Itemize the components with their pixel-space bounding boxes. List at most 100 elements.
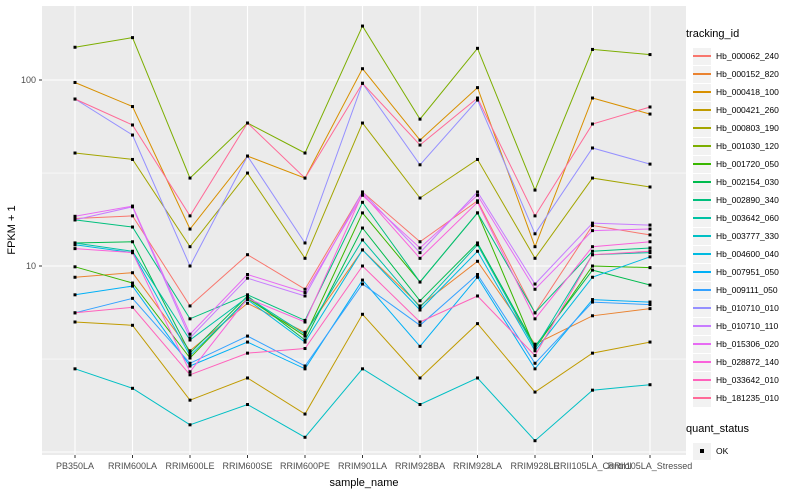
data-point bbox=[591, 146, 594, 150]
data-point bbox=[533, 347, 537, 351]
data-point bbox=[188, 361, 192, 365]
data-point bbox=[591, 229, 594, 233]
data-point bbox=[361, 367, 364, 371]
data-point bbox=[648, 249, 652, 253]
data-point bbox=[303, 151, 307, 155]
data-point bbox=[591, 351, 594, 355]
data-point bbox=[533, 317, 537, 321]
data-point bbox=[131, 251, 134, 255]
data-point bbox=[303, 320, 307, 324]
data-point bbox=[303, 340, 307, 344]
data-point bbox=[303, 332, 307, 336]
data-point bbox=[73, 320, 77, 324]
legend-entry-label: Hb_028872_140 bbox=[716, 357, 779, 367]
data-point bbox=[476, 96, 479, 100]
data-point bbox=[303, 412, 307, 416]
series-color-line-icon bbox=[693, 217, 711, 219]
data-point bbox=[361, 81, 364, 85]
data-point bbox=[648, 223, 652, 227]
legend-entry-Hb_015306_020: Hb_015306_020 bbox=[684, 335, 799, 353]
legend-title-tracking-id: tracking_id bbox=[686, 28, 740, 40]
legend-entry-Hb_181235_010: Hb_181235_010 bbox=[684, 389, 799, 407]
data-point bbox=[476, 249, 479, 253]
data-point bbox=[303, 347, 307, 351]
data-point bbox=[648, 300, 652, 304]
legend-entry-label: Hb_009111_050 bbox=[716, 285, 778, 295]
data-point bbox=[303, 241, 307, 245]
data-point bbox=[361, 121, 364, 125]
legend-entry-label: Hb_033642_010 bbox=[716, 375, 779, 385]
series-color-line-icon bbox=[693, 109, 711, 111]
legend-entry-Hb_000152_820: Hb_000152_820 bbox=[684, 65, 799, 83]
data-point bbox=[361, 238, 364, 242]
data-point bbox=[188, 349, 192, 353]
legend-entry-Hb_010710_010: Hb_010710_010 bbox=[684, 299, 799, 317]
legend-entry-Hb_000803_190: Hb_000803_190 bbox=[684, 119, 799, 137]
legend-entry-label: Hb_000421_260 bbox=[716, 105, 779, 115]
data-point bbox=[418, 251, 422, 255]
data-point bbox=[648, 307, 652, 311]
data-point bbox=[188, 356, 192, 360]
data-point bbox=[418, 163, 422, 167]
data-point bbox=[591, 275, 594, 279]
legend-entry-ok: OK bbox=[684, 442, 799, 460]
legend-entry-label: Hb_000803_190 bbox=[716, 123, 779, 133]
data-point bbox=[476, 273, 479, 277]
series-color-line-icon bbox=[693, 397, 711, 399]
data-point bbox=[361, 278, 364, 282]
legend-entry-label: Hb_000418_100 bbox=[716, 87, 779, 97]
legend-entry-Hb_001720_050: Hb_001720_050 bbox=[684, 155, 799, 173]
data-point bbox=[476, 200, 479, 204]
data-point bbox=[131, 214, 134, 218]
data-point bbox=[361, 226, 364, 230]
data-point bbox=[246, 253, 249, 257]
series-color-line-icon bbox=[693, 343, 711, 345]
legend-entry-Hb_001030_120: Hb_001030_120 bbox=[684, 137, 799, 155]
legend-entry-Hb_003777_330: Hb_003777_330 bbox=[684, 227, 799, 245]
data-point bbox=[418, 246, 422, 250]
data-point bbox=[246, 334, 249, 338]
data-point bbox=[73, 265, 77, 269]
x-axis-title: sample_name bbox=[329, 477, 398, 489]
data-point bbox=[131, 271, 134, 275]
data-point bbox=[533, 188, 537, 192]
data-point bbox=[361, 211, 364, 215]
x-tick-label: RRIM901LA bbox=[338, 461, 387, 471]
series-color-line-icon bbox=[693, 199, 711, 201]
data-point bbox=[648, 233, 652, 237]
data-point bbox=[418, 299, 422, 303]
legend-entry-label: Hb_001030_120 bbox=[716, 141, 779, 151]
data-point bbox=[188, 214, 192, 218]
series-color-line-icon bbox=[693, 55, 711, 57]
data-point bbox=[361, 200, 364, 204]
data-point bbox=[303, 367, 307, 371]
data-point bbox=[131, 123, 134, 127]
legend-entry-label: Hb_002154_030 bbox=[716, 177, 779, 187]
data-point bbox=[533, 349, 537, 353]
data-point bbox=[476, 193, 479, 197]
legend-entry-label: Hb_003777_330 bbox=[716, 231, 779, 241]
legend-entry-Hb_002154_030: Hb_002154_030 bbox=[684, 173, 799, 191]
data-point bbox=[246, 154, 249, 158]
data-point bbox=[476, 157, 479, 161]
legend-entry-label: Hb_000152_820 bbox=[716, 69, 779, 79]
data-point bbox=[246, 273, 249, 277]
legend-entry-label: OK bbox=[716, 446, 729, 456]
x-tick-labels: PB350LA RRIM600LA RRIM600LE RRIM600SE RRIM60… bbox=[56, 461, 692, 471]
legend-panel: tracking_id Hb_000062_240 Hb_000152_820 Hb… bbox=[684, 28, 799, 460]
series-key-swatch bbox=[693, 173, 711, 191]
data-point bbox=[591, 253, 594, 257]
legend-entry-label: Hb_001720_050 bbox=[716, 159, 779, 169]
y-tick-label: 10 bbox=[26, 261, 36, 271]
x-tick-label: RRIM600PE bbox=[280, 461, 330, 471]
data-point bbox=[73, 243, 77, 247]
data-point bbox=[476, 294, 479, 298]
data-point bbox=[188, 373, 192, 377]
series-color-line-icon bbox=[693, 271, 711, 273]
series-color-line-icon bbox=[693, 253, 711, 255]
series-key-swatch bbox=[693, 209, 711, 227]
y-axis-title: FPKM + 1 bbox=[6, 205, 18, 254]
data-point bbox=[73, 80, 77, 84]
data-point bbox=[418, 138, 422, 142]
data-point bbox=[73, 218, 77, 222]
